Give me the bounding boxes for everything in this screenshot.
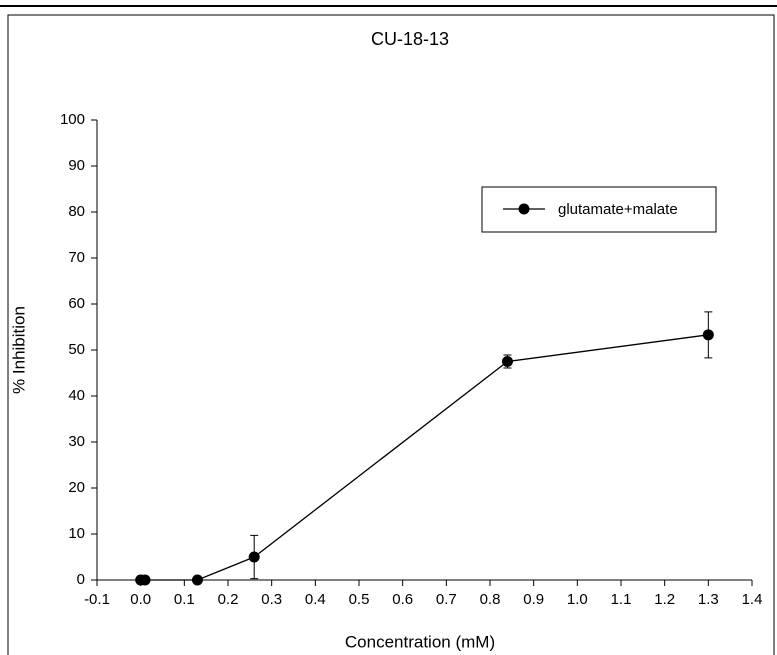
x-tick-label: 1.1 — [611, 591, 632, 608]
x-tick-label: 1.3 — [698, 591, 719, 608]
y-tick-label: 20 — [68, 479, 85, 496]
data-point — [501, 356, 513, 367]
x-tick-label: 0.7 — [436, 591, 457, 608]
x-tick-label: 0.0 — [130, 591, 151, 608]
y-tick-label: 90 — [68, 157, 85, 174]
data-point — [191, 574, 203, 586]
x-tick-label: 0.9 — [523, 591, 544, 608]
y-tick-label: 70 — [68, 249, 85, 266]
y-tick-label: 50 — [68, 341, 85, 358]
x-tick-label: 1.2 — [654, 591, 675, 608]
data-point — [702, 329, 714, 341]
data-point — [248, 551, 260, 563]
x-tick-label: 0.3 — [261, 591, 282, 608]
frame — [7, 14, 775, 655]
x-axis-label: Concentration (mM) — [345, 632, 495, 651]
x-tick-label: -0.1 — [84, 591, 110, 608]
series-line — [140, 334, 709, 581]
x-tick-label: 1.0 — [567, 591, 588, 608]
data-point — [139, 574, 151, 586]
legend-marker — [518, 203, 530, 215]
x-tick-label: 0.8 — [480, 591, 501, 608]
x-tick-label: 0.6 — [392, 591, 413, 608]
y-tick-label: 10 — [68, 525, 85, 542]
y-tick-label: 80 — [68, 203, 85, 220]
y-tick-label: 30 — [68, 433, 85, 450]
x-tick-label: 0.1 — [174, 591, 195, 608]
y-tick-label: 100 — [60, 111, 85, 128]
x-tick-label: 1.4 — [742, 591, 763, 608]
y-tick-label: 60 — [68, 295, 85, 312]
chart-title: CU-18-13 — [371, 29, 449, 49]
x-tick-label: 0.5 — [349, 591, 370, 608]
y-tick-label: 40 — [68, 387, 85, 404]
x-tick-label: 0.4 — [305, 591, 326, 608]
y-tick-label: 0 — [77, 571, 85, 588]
x-tick-label: 0.2 — [218, 591, 239, 608]
legend-label: glutamate+malate — [558, 201, 678, 218]
y-axis-label: % Inhibition — [9, 306, 28, 394]
